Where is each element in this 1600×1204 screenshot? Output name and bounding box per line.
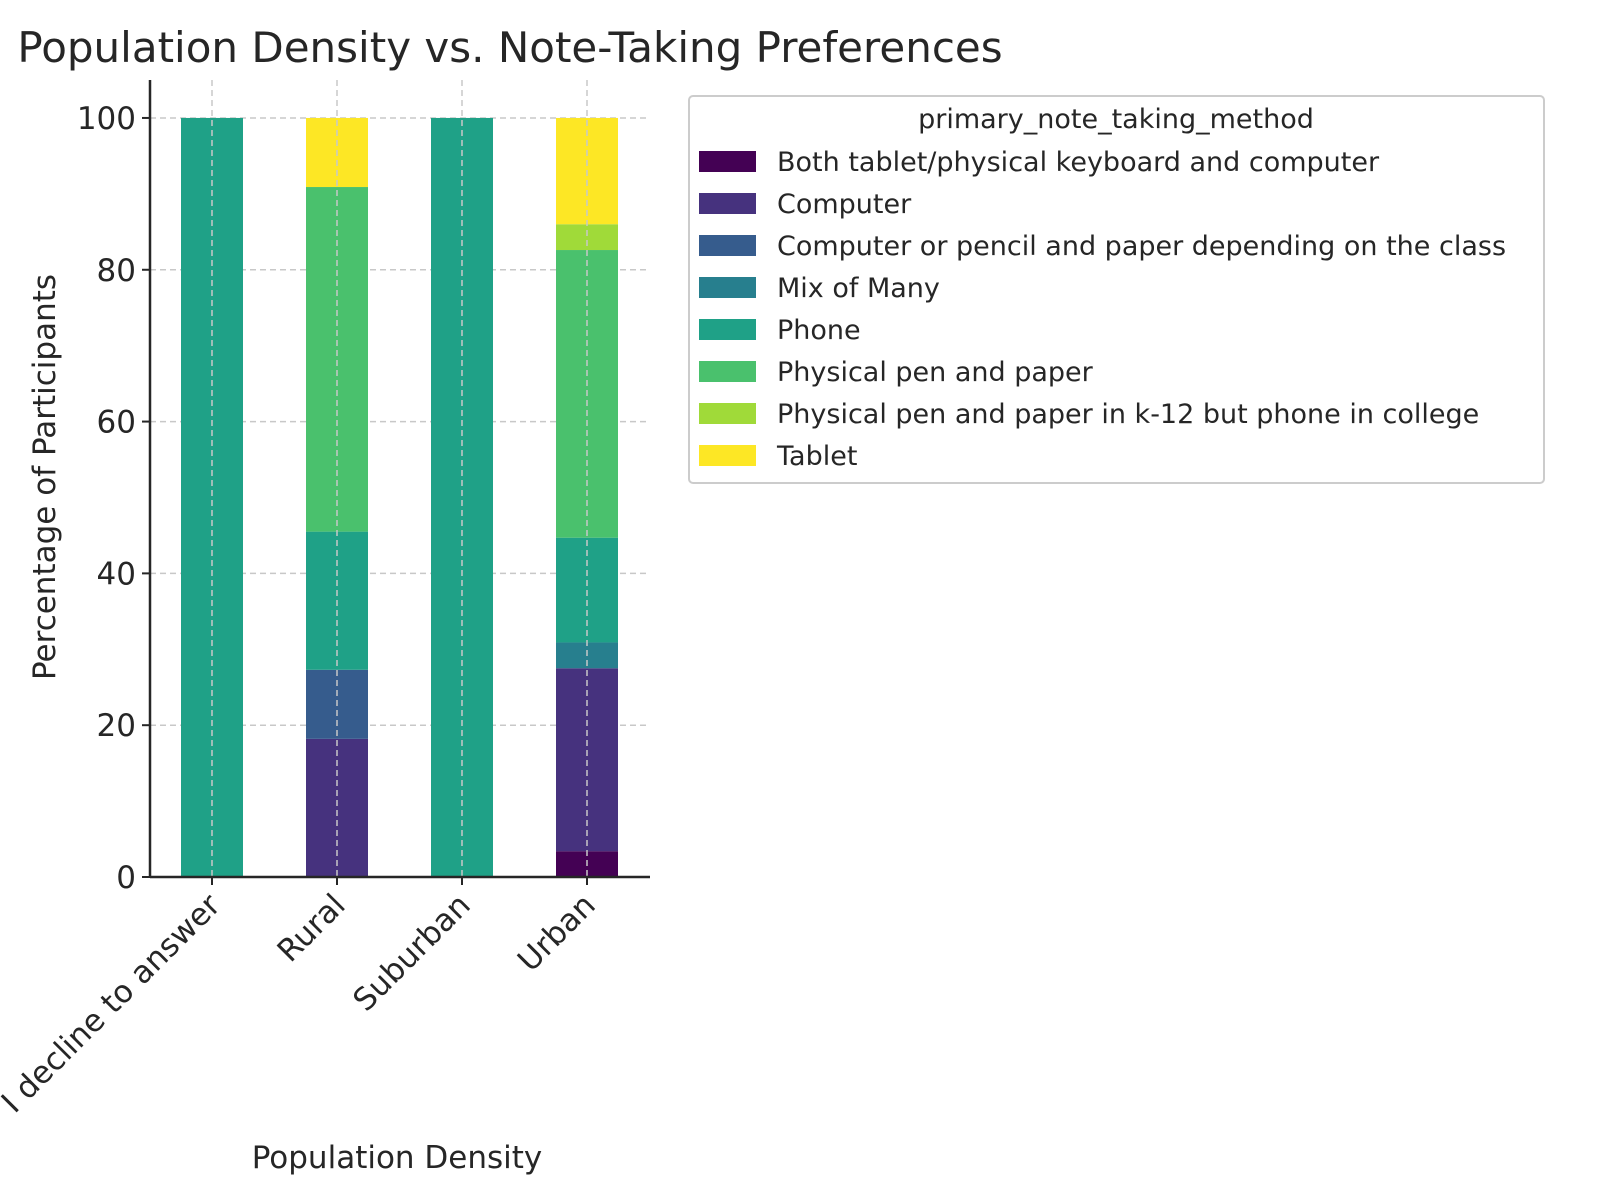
bar-segment: [306, 187, 368, 532]
legend: primary_note_taking_method Both tablet/p…: [688, 95, 1545, 484]
legend-label: Tablet: [776, 441, 857, 472]
x-tick-label: Urban: [511, 887, 603, 979]
bars: [181, 117, 618, 877]
y-tick-label: 40: [97, 556, 136, 592]
bar-segment: [556, 224, 618, 251]
legend-label: Computer or pencil and paper depending o…: [777, 231, 1506, 262]
x-axis-label: Population Density: [252, 1140, 543, 1176]
chart-title: Population Density vs. Note-Taking Prefe…: [17, 23, 1002, 72]
legend-items: Both tablet/physical keyboard and comput…: [699, 147, 1506, 472]
legend-swatch: [699, 361, 756, 382]
x-tick-label: Suburban: [346, 887, 477, 1018]
y-ticks: 0 20 40 60 80 100: [77, 101, 150, 896]
legend-label: Physical pen and paper in k-12 but phone…: [777, 399, 1479, 430]
legend-label: Physical pen and paper: [777, 357, 1094, 388]
legend-swatch: [699, 445, 756, 466]
y-tick-label: 100: [77, 101, 136, 137]
legend-swatch: [699, 193, 756, 214]
legend-label: Both tablet/physical keyboard and comput…: [777, 147, 1380, 178]
x-tick-label: Rural: [271, 887, 353, 969]
bar-segment: [306, 738, 368, 877]
legend-label: Mix of Many: [777, 273, 940, 304]
legend-frame: [688, 95, 1545, 484]
y-tick-label: 20: [97, 708, 136, 744]
legend-swatch: [699, 319, 756, 340]
y-axis-label: Percentage of Participants: [27, 274, 63, 680]
legend-label: Computer: [777, 189, 912, 220]
legend-title: primary_note_taking_method: [918, 104, 1314, 135]
y-tick-label: 0: [116, 860, 136, 896]
axes: [148, 80, 650, 879]
x-tick-label: I decline to answer: [0, 887, 228, 1120]
y-tick-label: 60: [97, 405, 136, 441]
legend-swatch: [699, 403, 756, 424]
legend-swatch: [699, 277, 756, 298]
y-tick-label: 80: [97, 253, 136, 289]
legend-swatch: [699, 151, 756, 172]
legend-swatch: [699, 235, 756, 256]
vertical-grid: [211, 80, 588, 877]
legend-label: Phone: [777, 315, 861, 346]
